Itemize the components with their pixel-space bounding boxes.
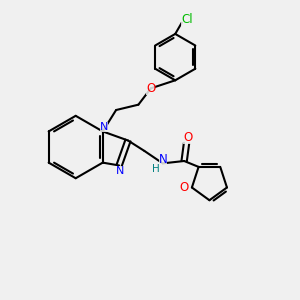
Text: O: O: [146, 82, 155, 95]
Text: O: O: [183, 131, 192, 144]
Text: N: N: [116, 166, 124, 176]
Text: N: N: [159, 153, 167, 166]
Text: Cl: Cl: [181, 13, 193, 26]
Text: O: O: [180, 181, 189, 194]
Text: H: H: [152, 164, 160, 174]
Text: N: N: [100, 122, 108, 132]
